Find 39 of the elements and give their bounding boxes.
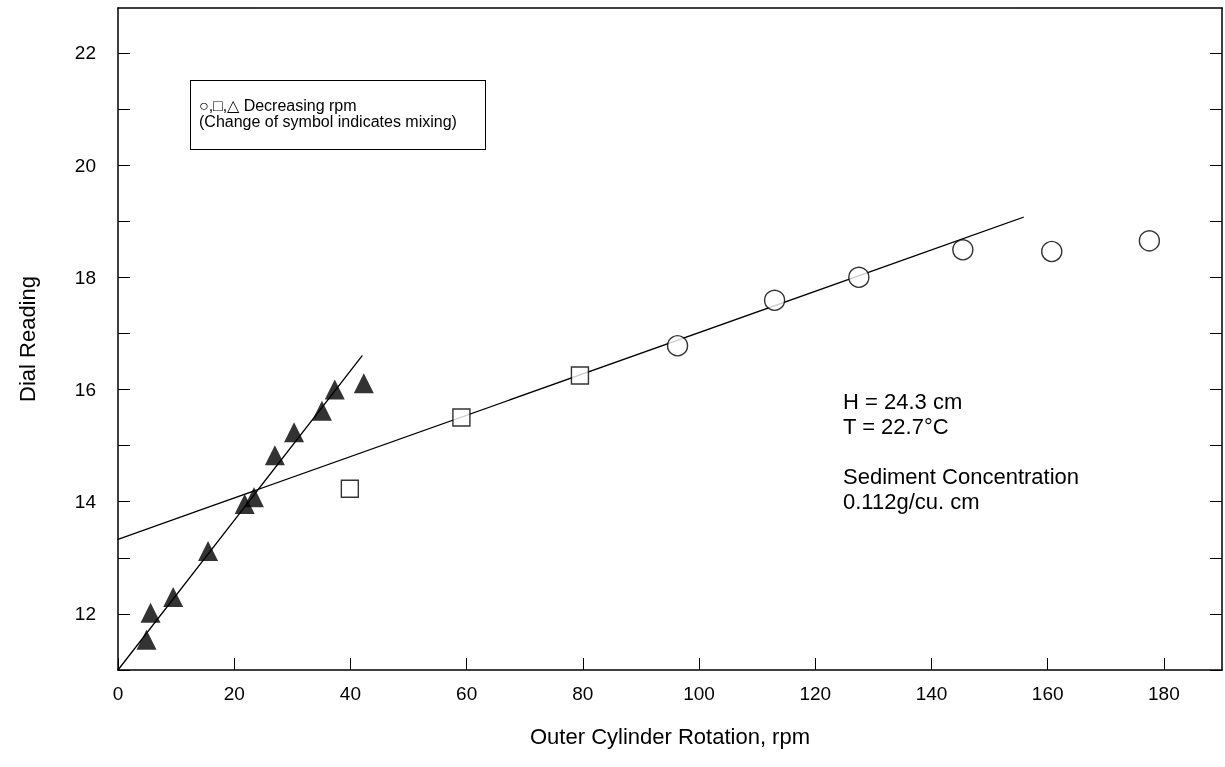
point xyxy=(1138,230,1161,252)
point xyxy=(763,289,786,311)
y-tick-label: 16 xyxy=(74,378,96,400)
x-tick-label: 40 xyxy=(339,683,361,704)
point xyxy=(340,479,360,498)
point xyxy=(136,629,157,650)
x-tick-label: 0 xyxy=(112,683,124,704)
x-tick-label: 100 xyxy=(683,683,715,704)
point xyxy=(952,239,974,261)
point xyxy=(163,587,184,608)
point xyxy=(353,373,374,394)
point xyxy=(452,408,471,427)
x-tick-label: 180 xyxy=(1148,683,1180,704)
point xyxy=(198,541,219,562)
y-tick-label: 14 xyxy=(74,491,97,513)
x-tick-label: 160 xyxy=(1031,683,1064,704)
y-tick-label: 18 xyxy=(74,266,96,288)
x-tick-label: 80 xyxy=(572,683,594,704)
annotation: ○,□,△ Decreasing rpm (Change of symbol indicates mixing) xyxy=(190,80,486,150)
point xyxy=(311,400,332,421)
x-tick-label: 140 xyxy=(915,683,948,704)
y-tick-label: 20 xyxy=(74,154,96,176)
point xyxy=(243,487,264,508)
point xyxy=(264,445,285,466)
x-tick-label: 120 xyxy=(799,683,832,704)
y-tick-label: 12 xyxy=(74,603,96,625)
point xyxy=(324,379,345,400)
point xyxy=(1041,240,1063,263)
point xyxy=(140,602,161,623)
y-tick-label: 22 xyxy=(74,42,96,64)
point xyxy=(666,335,689,357)
annotation: H = 24.3 cm T = 22.7°C Sediment Concentration 0.112g/cu. cm xyxy=(843,389,1080,514)
point xyxy=(570,366,590,385)
x-tick-label: 60 xyxy=(456,683,478,704)
y-axis-title: Dial Reading xyxy=(14,276,40,402)
x-axis-title: Outer Cylinder Rotation, rpm xyxy=(530,723,810,749)
point xyxy=(848,266,870,288)
x-tick-label: 20 xyxy=(223,683,245,704)
point xyxy=(284,422,305,443)
